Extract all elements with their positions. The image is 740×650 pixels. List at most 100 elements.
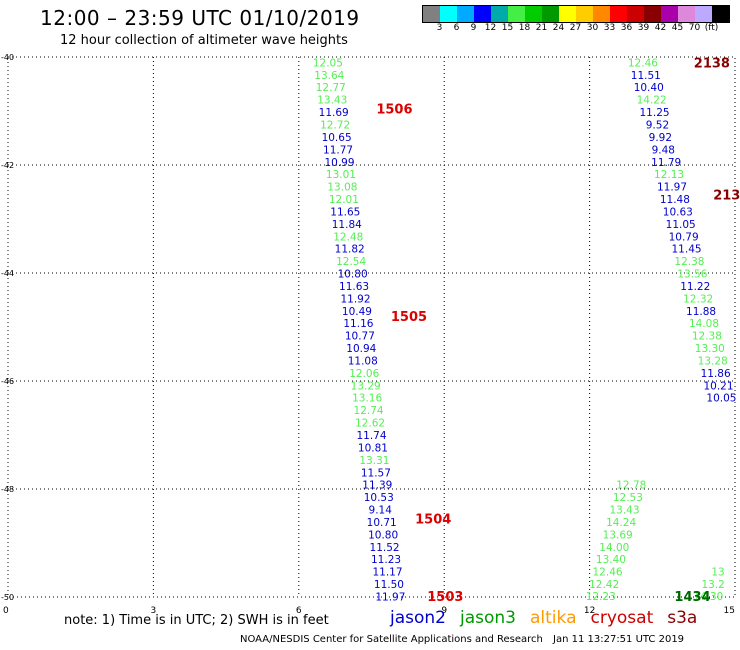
colorbar-swatch	[508, 6, 525, 22]
wave-height-value: 11.77	[323, 144, 353, 156]
wave-height-value: 11.74	[356, 430, 386, 442]
x-tick-label: 6	[296, 606, 302, 616]
colorbar-swatch	[661, 6, 678, 22]
x-tick-label: 12	[584, 606, 595, 616]
wave-height-value: 13.64	[314, 70, 344, 82]
legend-s3a: s3a	[667, 608, 698, 628]
wave-height-value: 14.08	[689, 318, 719, 330]
wave-height-value: 10.53	[364, 492, 394, 504]
wave-height-value: 11.92	[340, 293, 370, 305]
chart-subtitle: 12 hour collection of altimeter wave hei…	[60, 33, 348, 48]
wave-height-value: 10.80	[338, 269, 368, 281]
colorbar-swatch	[678, 6, 695, 22]
wave-height-value: 12.01	[329, 194, 359, 206]
wave-height-value: 11.48	[660, 194, 690, 206]
colorbar-tick-label: 45	[671, 23, 684, 33]
wave-height-value: 13.43	[317, 95, 347, 107]
pass-time-label: 2137	[713, 189, 740, 204]
wave-height-value: 11.97	[375, 591, 405, 603]
wave-height-value: 13.29	[351, 380, 381, 392]
wave-height-value: 11.86	[701, 368, 731, 380]
legend-altika: altika	[530, 608, 577, 628]
colorbar-tick-label: 30	[586, 23, 599, 33]
x-tick-label: 9	[441, 606, 447, 616]
wave-height-value: 11.16	[343, 318, 373, 330]
wave-height-value: 10.99	[324, 157, 354, 169]
wave-height-value: 13.43	[609, 505, 639, 517]
colorbar-swatch	[576, 6, 593, 22]
wave-height-value: 12.72	[320, 120, 350, 132]
wave-height-value: 12.62	[355, 418, 385, 430]
legend-jason2: jason2	[390, 608, 446, 628]
wave-height-value: 9.92	[649, 132, 672, 144]
wave-height-value: 11.39	[362, 480, 392, 492]
wave-height-value: 10.81	[358, 442, 388, 454]
y-tick-label: -44	[1, 269, 14, 278]
x-tick-label: 3	[151, 606, 157, 616]
wave-height-value: 12.23	[586, 591, 616, 603]
wave-height-value: 11.82	[335, 244, 365, 256]
wave-height-value: 11.08	[348, 355, 378, 367]
x-tick-label: 0	[3, 606, 9, 616]
wave-height-value: 13.56	[677, 269, 707, 281]
wave-height-value: 12.53	[613, 492, 643, 504]
wave-height-value: 12.77	[316, 82, 346, 94]
colorbar-swatch	[457, 6, 474, 22]
wave-height-value: 13.2	[701, 579, 724, 591]
wave-height-value: 12.32	[683, 293, 713, 305]
wave-height-value: 13.16	[352, 393, 382, 405]
wave-height-value: 11.17	[372, 567, 402, 579]
colorbar-swatch	[627, 6, 644, 22]
wave-height-value: 10.40	[634, 82, 664, 94]
colorbar-tick-label: 27	[569, 23, 582, 33]
wave-height-value: 13.69	[603, 529, 633, 541]
pass-time-label: 1505	[391, 310, 427, 325]
wave-height-value: 12.42	[589, 579, 619, 591]
wave-height-value: 13	[711, 567, 724, 579]
wave-height-value: 10.21	[703, 380, 733, 392]
colorbar-swatch	[610, 6, 627, 22]
colorbar	[422, 5, 730, 23]
colorbar-tick-label: 9	[470, 23, 477, 33]
wave-height-value: 12.38	[674, 256, 704, 268]
wave-height-value: 11.65	[330, 206, 360, 218]
colorbar-tick-label: 39	[637, 23, 650, 33]
wave-height-value: 11.05	[666, 219, 696, 231]
wave-height-value: 12.06	[349, 368, 379, 380]
pass-time-label: 1504	[415, 513, 451, 528]
colorbar-swatch	[440, 6, 457, 22]
wave-height-value: 11.84	[332, 219, 362, 231]
colorbar-swatch	[542, 6, 559, 22]
wave-height-value: 10.65	[322, 132, 352, 144]
colorbar-tick-label: 36	[620, 23, 633, 33]
wave-height-value: 9.48	[652, 144, 675, 156]
chart-title: 12:00 – 23:59 UTC 01/10/2019	[40, 6, 360, 30]
y-tick-label: -42	[1, 161, 14, 170]
wave-height-value: 12.46	[628, 57, 658, 69]
wave-height-value: 12.46	[593, 567, 623, 579]
wave-height-value: 10.49	[342, 306, 372, 318]
colorbar-swatch	[559, 6, 576, 22]
wave-height-value: 13.08	[327, 182, 357, 194]
wave-height-value: 12.13	[654, 169, 684, 181]
footnote: note: 1) Time is in UTC; 2) SWH is in fe…	[64, 613, 329, 628]
legend: jason2 jason3 altika cryosat s3a	[390, 608, 697, 628]
wave-height-value: 11.50	[374, 579, 404, 591]
credit-line: NOAA/NESDIS Center for Satellite Applica…	[240, 634, 543, 645]
pass-time-label: 2138	[694, 56, 730, 71]
wave-height-value: 11.97	[657, 182, 687, 194]
wave-height-value: 13.30	[695, 343, 725, 355]
colorbar-tick-label: 18	[518, 23, 531, 33]
colorbar-swatch	[695, 6, 712, 22]
colorbar-swatch	[474, 6, 491, 22]
wave-height-value: 10.63	[663, 206, 693, 218]
colorbar-swatch	[644, 6, 661, 22]
wave-height-value: 14.22	[637, 95, 667, 107]
y-tick-label: -46	[1, 377, 14, 386]
wave-height-value: 14.30	[693, 591, 723, 603]
colorbar-tick-label: 24	[552, 23, 565, 33]
wave-height-value: 13.01	[326, 169, 356, 181]
wave-height-value: 10.94	[346, 343, 376, 355]
wave-height-value: 11.51	[631, 70, 661, 82]
